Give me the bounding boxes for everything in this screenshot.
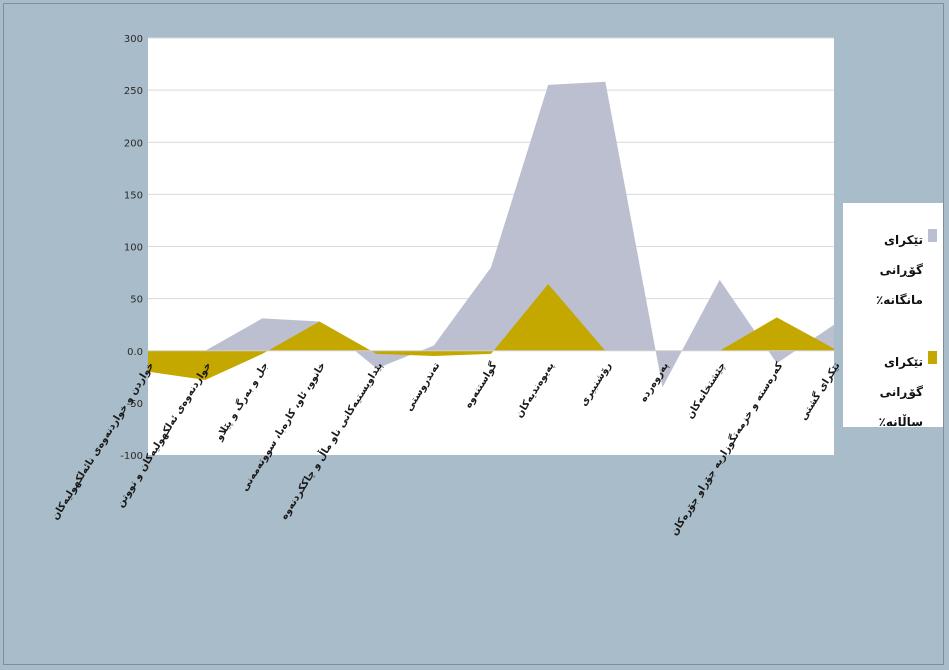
y-tick-label: 300 (124, 34, 143, 45)
y-tick-label: 0.0 (127, 347, 143, 358)
series-areas (148, 81, 834, 388)
legend-label-yearly: تێکرای گۆڕانی ساڵانە٪ (878, 355, 923, 429)
series-area-2 (148, 284, 834, 380)
legend: تێکرای گۆڕانی مانگانە٪ تێکرای گۆڕانی ساڵ… (843, 203, 943, 429)
series-area-1 (148, 81, 834, 388)
y-tick-label: -100 (120, 451, 143, 462)
legend-swatch-monthly (928, 229, 937, 242)
y-tick-label: 150 (124, 190, 143, 201)
chart-frame (3, 3, 944, 665)
y-tick-label: 50 (130, 295, 143, 306)
legend-item-yearly: تێکرای گۆڕانی ساڵانە٪ (851, 347, 937, 437)
y-tick-label: 200 (124, 138, 143, 149)
legend-swatch-yearly (928, 351, 937, 364)
legend-item-monthly: تێکرای گۆڕانی مانگانە٪ (851, 225, 937, 315)
y-tick-label: 100 (124, 243, 143, 254)
y-tick-label: 250 (124, 86, 143, 97)
y-axis: -100 -50 0.0 50 100 150 200 250 300 (120, 34, 143, 462)
legend-label-monthly: تێکرای گۆڕانی مانگانە٪ (875, 233, 923, 307)
y-tick-label: -50 (127, 399, 143, 410)
x-category-label: خواردن و خواردنەوەی نائەلکهولیەکان (50, 361, 157, 523)
